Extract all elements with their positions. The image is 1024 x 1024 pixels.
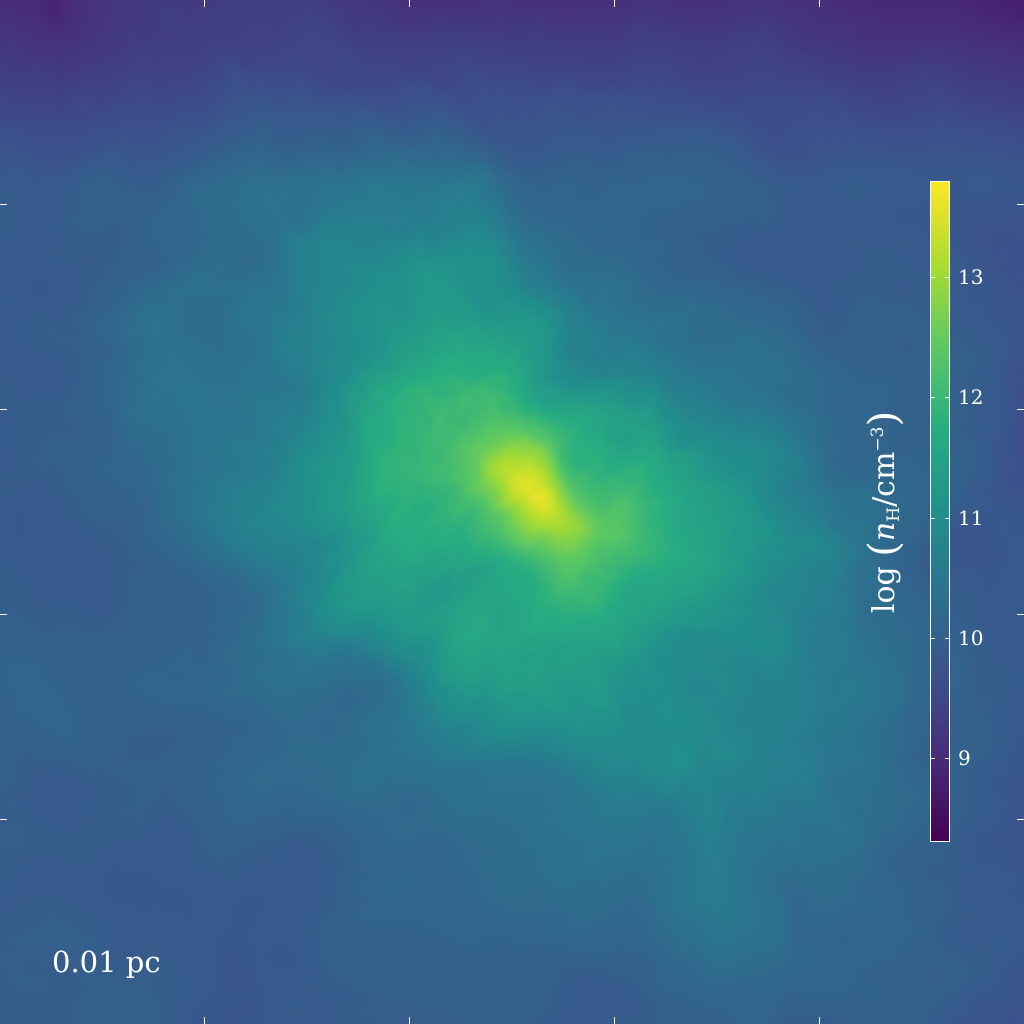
colorbar-tick-mark [930, 517, 935, 519]
axis-tick-bottom [614, 1017, 615, 1024]
axis-tick-right [1017, 614, 1024, 615]
colorbar-tick-label: 13 [958, 265, 984, 290]
axis-tick-right [1017, 204, 1024, 205]
axis-tick-left [0, 819, 7, 820]
colorbar-tick-mark [930, 637, 935, 639]
axis-tick-top [204, 0, 205, 7]
colorbar-tick-mark [945, 517, 950, 519]
colorbar-tick-mark [930, 397, 935, 399]
axis-tick-top [819, 0, 820, 7]
axis-tick-top [409, 0, 410, 7]
axis-tick-bottom [204, 1017, 205, 1024]
colorbar-label: log (nH/cm−3) [861, 410, 907, 614]
axis-tick-left [0, 614, 7, 615]
colorbar-tick-mark [945, 757, 950, 759]
colorbar-tick-label: 9 [958, 745, 971, 770]
colorbar-label-paren-open: ( [861, 541, 907, 557]
colorbar-label-log: log [867, 566, 902, 614]
colorbar-label-unit: cm [867, 451, 902, 497]
axis-tick-right [1017, 819, 1024, 820]
axis-tick-left [0, 204, 7, 205]
colorbar-tick-mark [930, 277, 935, 279]
colorbar-label-var: n [867, 521, 902, 542]
colorbar-tick-mark [945, 637, 950, 639]
colorbar-tick-mark [945, 277, 950, 279]
colorbar-tick-mark [945, 397, 950, 399]
colorbar-label-exp: −3 [868, 426, 888, 452]
colorbar-tick-label: 11 [958, 505, 984, 530]
colorbar-label-sub: H [884, 506, 904, 522]
colorbar-label-paren-close: ) [861, 410, 907, 427]
colorbar-tick-label: 12 [958, 385, 984, 410]
colorbar-gradient [931, 182, 949, 841]
colorbar [930, 181, 950, 842]
axis-tick-bottom [409, 1017, 410, 1024]
colorbar-tick-label: 10 [958, 625, 984, 650]
axis-tick-right [1017, 409, 1024, 410]
axis-tick-top [614, 0, 615, 7]
axis-tick-bottom [819, 1017, 820, 1024]
axis-tick-left [0, 409, 7, 410]
scale-bar-label: 0.01 pc [52, 945, 161, 979]
colorbar-tick-mark [930, 757, 935, 759]
